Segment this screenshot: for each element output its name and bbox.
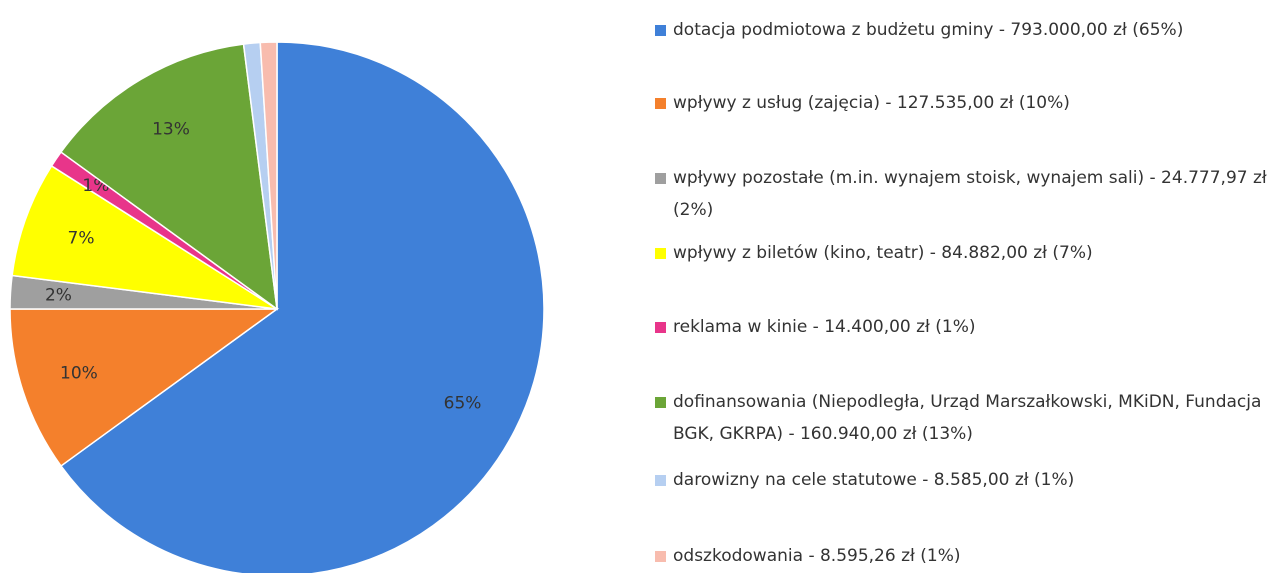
legend-label: darowizny na cele statutowe - 8.585,00 z… — [673, 470, 1075, 490]
legend-item: wpływy pozostałe (m.in. wynajem stoisk, … — [655, 162, 1275, 226]
legend-swatch — [655, 322, 666, 333]
legend-item: wpływy z usług (zajęcia) - 127.535,00 zł… — [655, 87, 1275, 119]
legend-label: reklama w kinie - 14.400,00 zł (1%) — [673, 317, 976, 337]
slice-label: 65% — [444, 394, 482, 414]
pie-slice — [9, 308, 280, 467]
legend-swatch — [655, 25, 666, 36]
legend-swatch — [655, 551, 666, 562]
legend-swatch — [655, 98, 666, 109]
pie-slice — [59, 43, 278, 311]
legend-item: wpływy z biletów (kino, teatr) - 84.882,… — [655, 237, 1275, 269]
pie-slice — [59, 41, 545, 573]
legend-item: odszkodowania - 8.595,26 zł (1%) — [655, 540, 1275, 572]
legend-swatch — [655, 173, 666, 184]
slice-label: 13% — [152, 120, 190, 140]
legend-swatch — [655, 397, 666, 408]
legend-label: wpływy z biletów (kino, teatr) - 84.882,… — [673, 243, 1093, 263]
legend-item: dofinansowania (Niepodległa, Urząd Marsz… — [655, 386, 1275, 450]
slice-label: 2% — [45, 285, 72, 305]
legend-label: dotacja podmiotowa z budżetu gminy - 793… — [673, 20, 1184, 40]
slice-label: 10% — [60, 363, 98, 383]
pie-slice — [11, 164, 278, 310]
legend-item: reklama w kinie - 14.400,00 zł (1%) — [655, 311, 1275, 343]
legend-item: darowizny na cele statutowe - 8.585,00 z… — [655, 464, 1275, 496]
legend-swatch — [655, 248, 666, 259]
legend-label: wpływy z usług (zajęcia) - 127.535,00 zł… — [673, 93, 1070, 113]
pie-slice — [259, 41, 278, 310]
legend-label: odszkodowania - 8.595,26 zł (1%) — [673, 546, 961, 566]
slice-label: 7% — [68, 228, 95, 248]
legend-item: dotacja podmiotowa z budżetu gminy - 793… — [655, 14, 1275, 46]
legend-label: wpływy pozostałe (m.in. wynajem stoisk, … — [673, 168, 1267, 220]
legend-swatch — [655, 475, 666, 486]
legend-label: dofinansowania (Niepodległa, Urząd Marsz… — [673, 392, 1262, 444]
